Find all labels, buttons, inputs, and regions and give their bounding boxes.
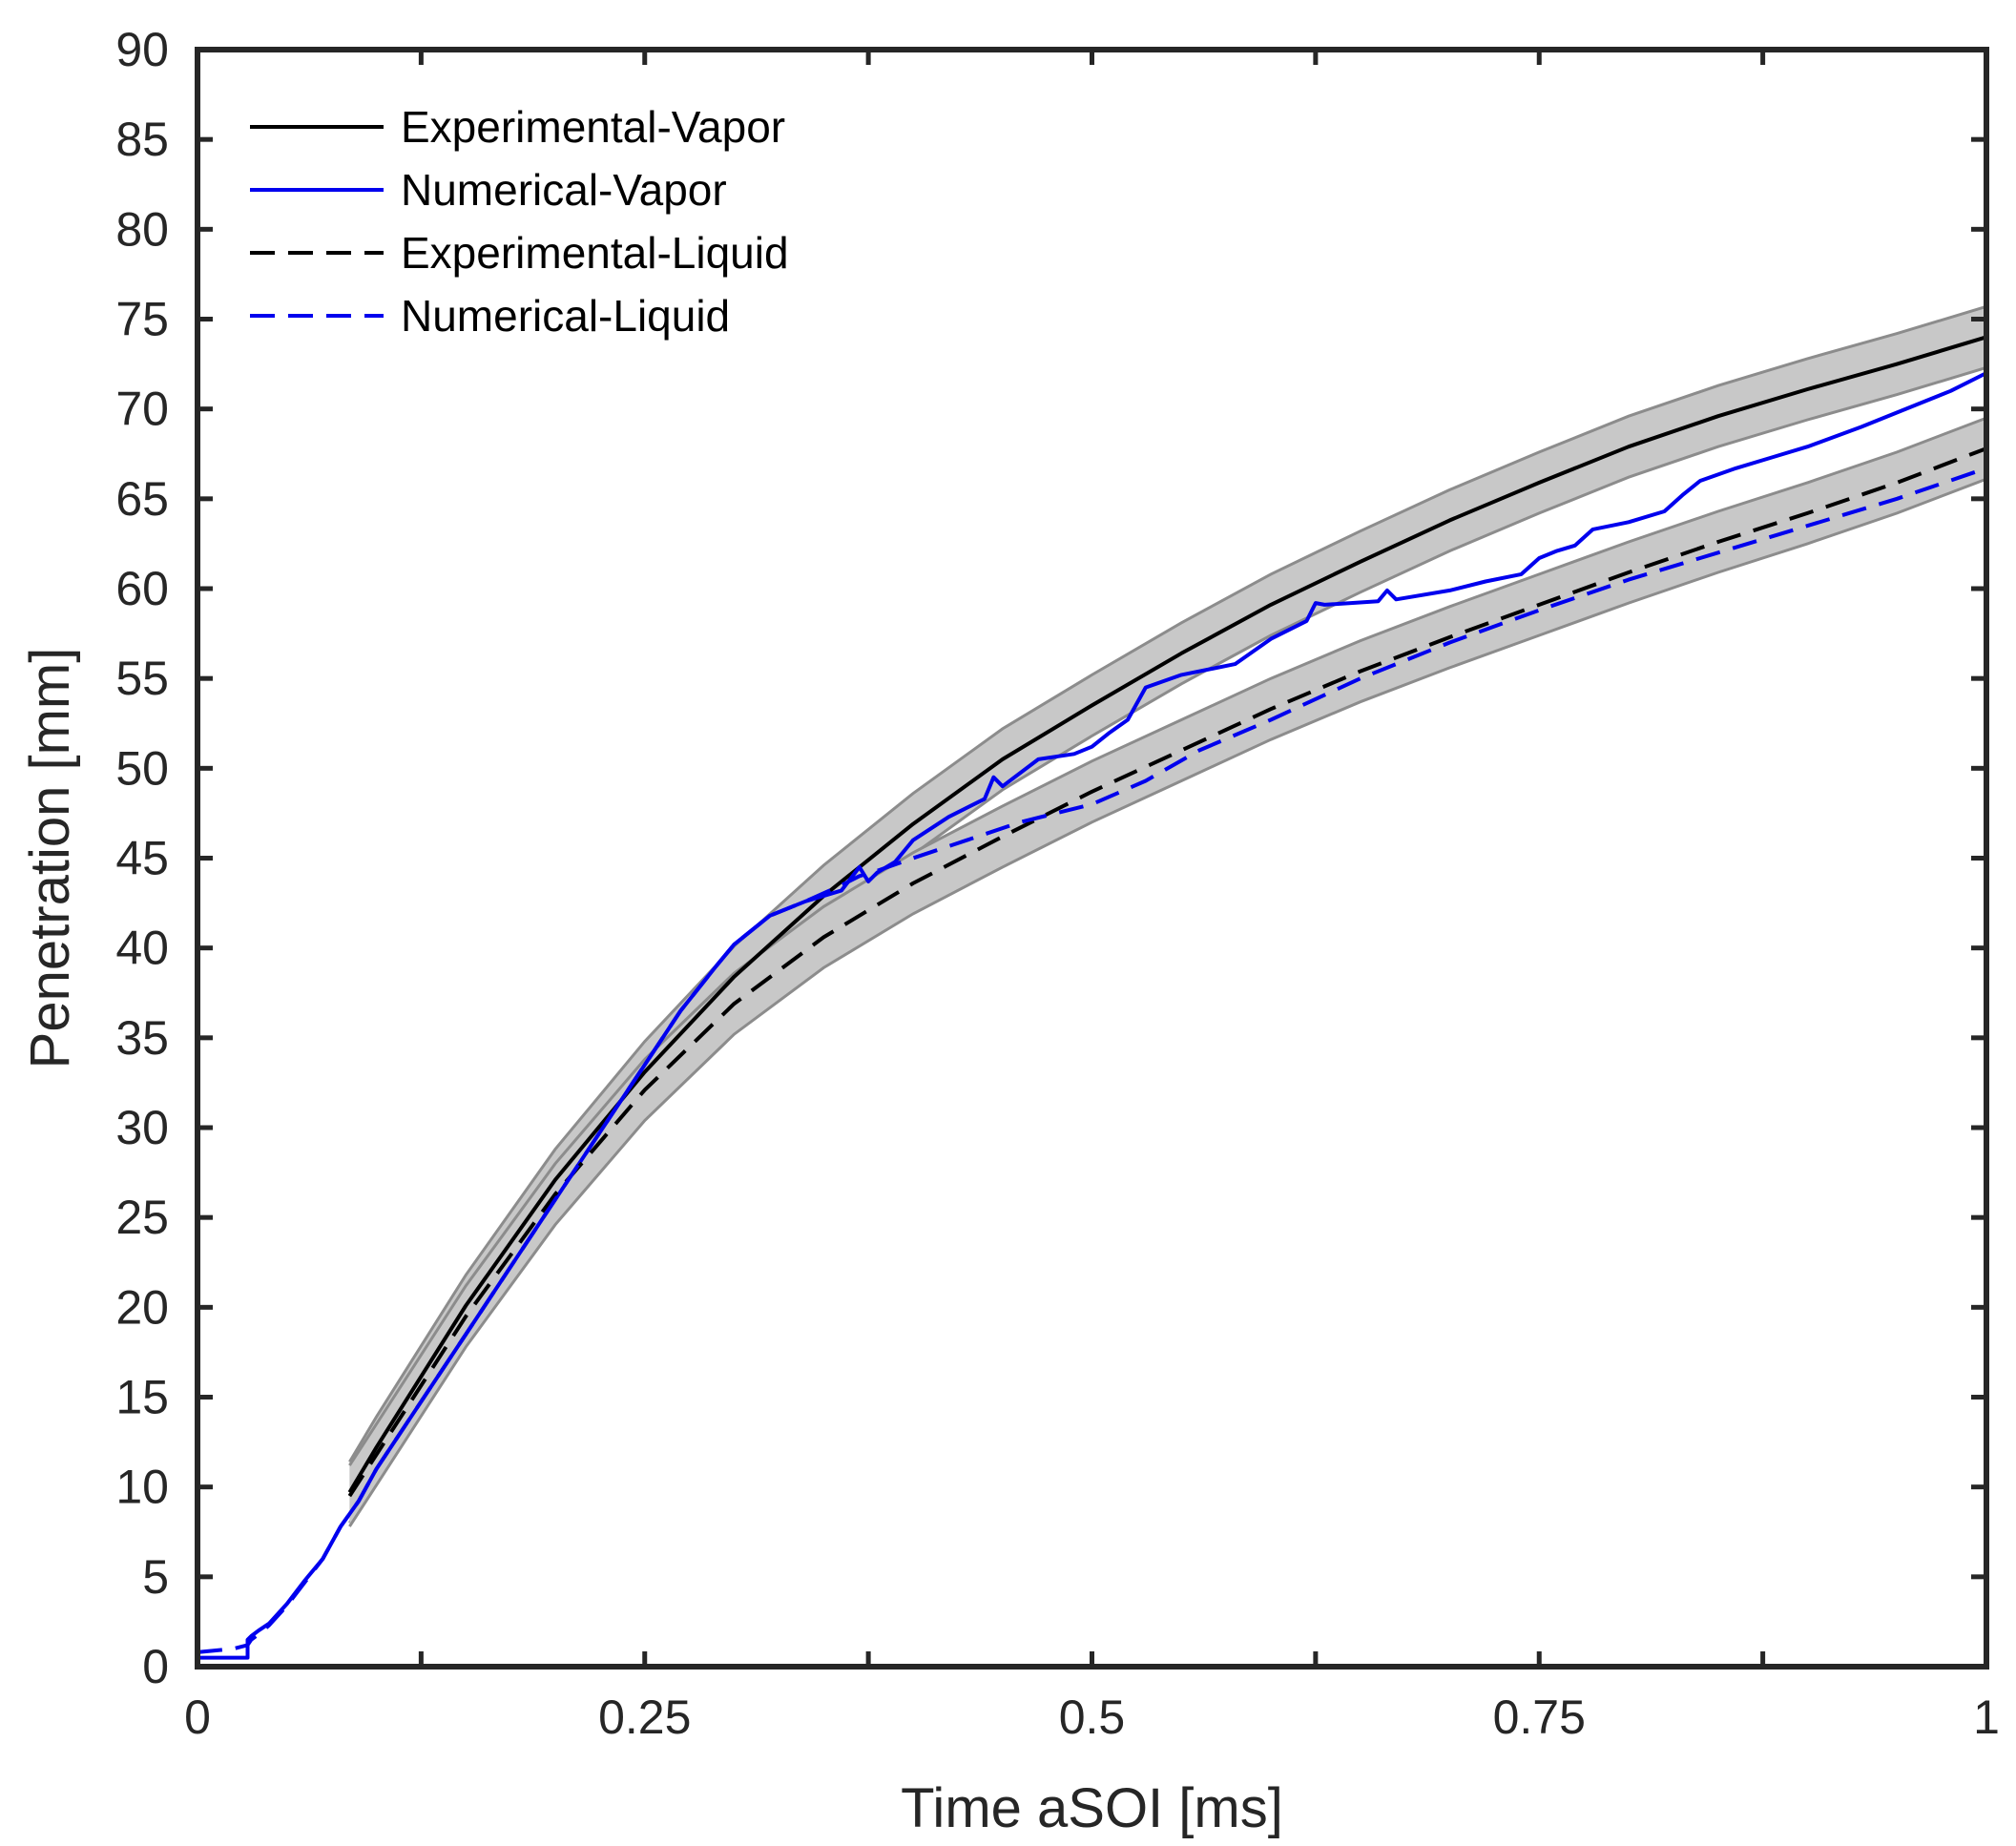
- y-tick-label: 70: [115, 383, 169, 436]
- y-tick-label: 85: [115, 113, 169, 166]
- x-tick-label: 0.25: [598, 1690, 691, 1744]
- data-lines: [197, 335, 1987, 1660]
- y-tick-label: 45: [115, 832, 169, 885]
- legend-label-experimental-liquid: Experimental-Liquid: [401, 228, 789, 278]
- y-tick-label: 55: [115, 652, 169, 705]
- x-tick-label: 0.5: [1059, 1690, 1126, 1744]
- series-line-numerical-liquid: [197, 466, 1987, 1654]
- band-upper-edge-2: [348, 416, 1987, 1466]
- band-2: [349, 418, 1986, 1527]
- y-tick-label: 35: [115, 1011, 169, 1065]
- y-tick-label: 5: [142, 1550, 169, 1604]
- y-tick-label: 40: [115, 922, 169, 975]
- legend-label-numerical-liquid: Numerical-Liquid: [401, 291, 730, 341]
- y-tick-label: 25: [115, 1191, 169, 1244]
- y-tick-label: 20: [115, 1280, 169, 1334]
- legend: Experimental-Vapor Numerical-Vapor Experim…: [250, 102, 789, 341]
- x-tick-label: 0.75: [1493, 1690, 1586, 1744]
- y-axis-label: Penetration [mm]: [19, 648, 81, 1069]
- band-upper-edge-0: [348, 304, 1987, 1463]
- y-tick-label: 90: [115, 23, 169, 76]
- uncertainty-bands: [348, 304, 1987, 1527]
- band-lower-edge-2: [348, 477, 1987, 1527]
- x-tick-label: 0: [184, 1690, 211, 1744]
- y-tick-label: 15: [115, 1371, 169, 1424]
- y-tick-label: 10: [115, 1461, 169, 1514]
- y-tick-label: 30: [115, 1101, 169, 1154]
- y-tick-label: 60: [115, 562, 169, 615]
- y-tick-label: 80: [115, 202, 169, 256]
- y-tick-label: 75: [115, 293, 169, 346]
- y-tick-label: 50: [115, 741, 169, 795]
- x-tick-label: 1: [1973, 1690, 2000, 1744]
- legend-label-numerical-vapor: Numerical-Vapor: [401, 165, 727, 215]
- ticks: 0 0.25 0.5 0.75 1051015202530354045505560657…: [115, 23, 2000, 1744]
- series-line-experimental-vapor: [347, 335, 1987, 1494]
- y-tick-label: 0: [142, 1640, 169, 1693]
- x-axis-label: Time aSOI [ms]: [901, 1777, 1283, 1839]
- legend-label-experimental-vapor: Experimental-Vapor: [401, 102, 785, 152]
- y-tick-label: 65: [115, 472, 169, 526]
